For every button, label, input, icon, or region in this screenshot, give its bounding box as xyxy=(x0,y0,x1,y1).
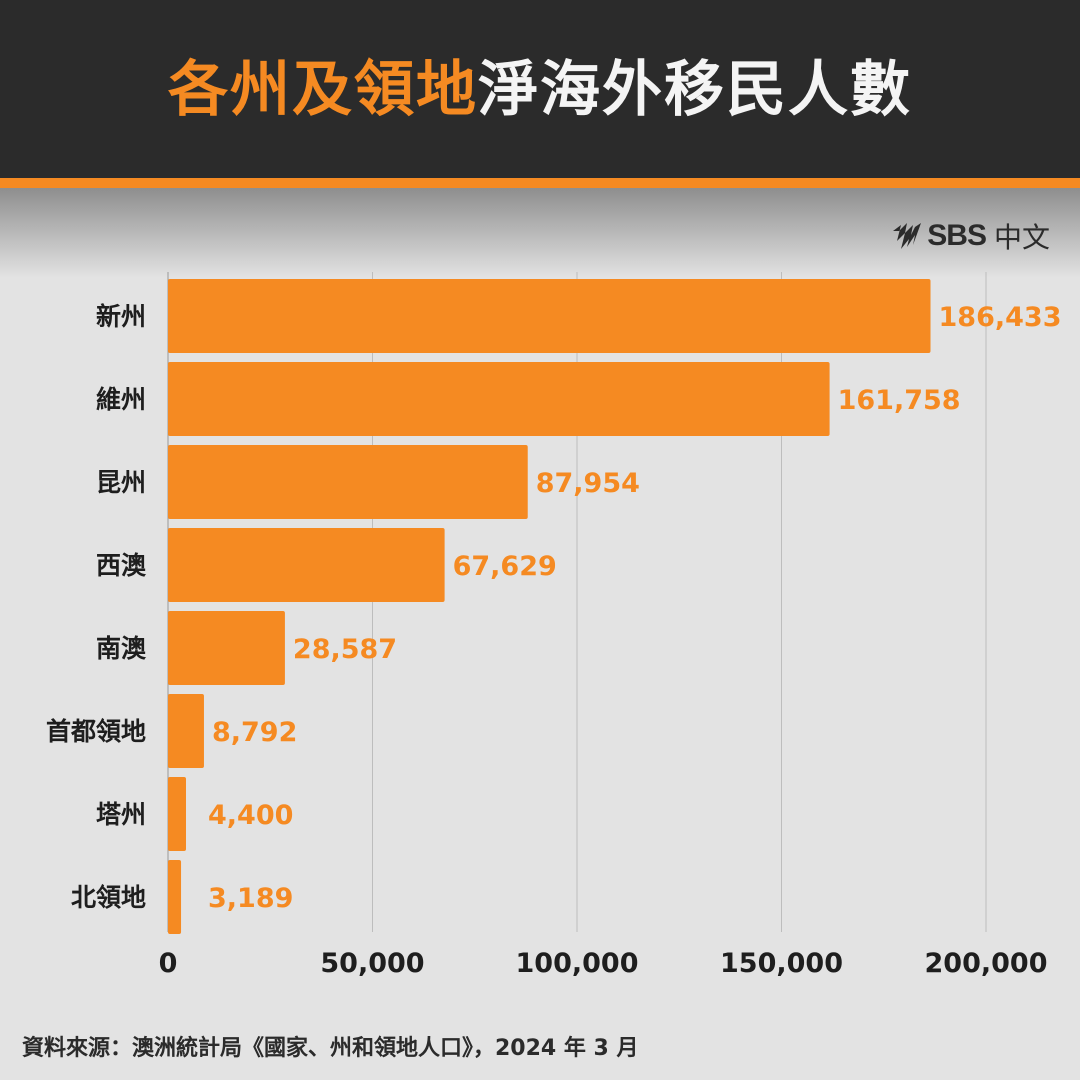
logo-lang: 中文 xyxy=(993,221,1050,254)
x-tick-label: 100,000 xyxy=(516,948,639,979)
bar xyxy=(168,611,285,685)
x-tick-label: 0 xyxy=(159,948,178,979)
sbs-wave-icon xyxy=(893,223,922,249)
bar xyxy=(168,777,186,851)
category-label: 昆州 xyxy=(96,468,146,497)
logo-brand: SBS xyxy=(927,219,987,252)
value-label: 8,792 xyxy=(212,717,297,748)
accent-stripe xyxy=(0,178,1080,188)
bar xyxy=(168,860,182,934)
page-title: 各州及領地淨海外移民人數 xyxy=(168,41,912,128)
category-label: 首都領地 xyxy=(46,717,146,746)
bar xyxy=(168,528,445,602)
title-rest: 淨海外移民人數 xyxy=(478,54,912,125)
value-label: 4,400 xyxy=(208,800,293,831)
category-label: 北領地 xyxy=(71,883,146,912)
value-label: 186,433 xyxy=(939,302,1062,333)
value-label: 161,758 xyxy=(838,385,961,416)
bar xyxy=(168,279,931,353)
x-tick-label: 50,000 xyxy=(320,948,424,979)
value-label: 67,629 xyxy=(453,551,557,582)
value-label: 3,189 xyxy=(208,883,293,914)
bar xyxy=(168,694,204,768)
value-label: 87,954 xyxy=(536,468,640,499)
title-highlight: 各州及領地 xyxy=(168,54,478,125)
category-label: 維州 xyxy=(96,385,146,414)
category-label: 南澳 xyxy=(96,634,147,663)
category-label: 西澳 xyxy=(96,551,147,580)
x-tick-label: 200,000 xyxy=(925,948,1048,979)
category-label: 塔州 xyxy=(96,800,146,829)
header: 各州及領地淨海外移民人數 xyxy=(0,0,1080,178)
x-tick-label: 150,000 xyxy=(720,948,843,979)
bar xyxy=(168,445,528,519)
category-label: 新州 xyxy=(96,302,146,331)
sbs-logo: SBS 中文 xyxy=(891,216,1050,256)
bar xyxy=(168,362,830,436)
source-note: 資料來源：澳洲統計局《國家、州和領地人口》，2024 年 3 月 xyxy=(22,1036,639,1061)
value-label: 28,587 xyxy=(293,634,397,665)
